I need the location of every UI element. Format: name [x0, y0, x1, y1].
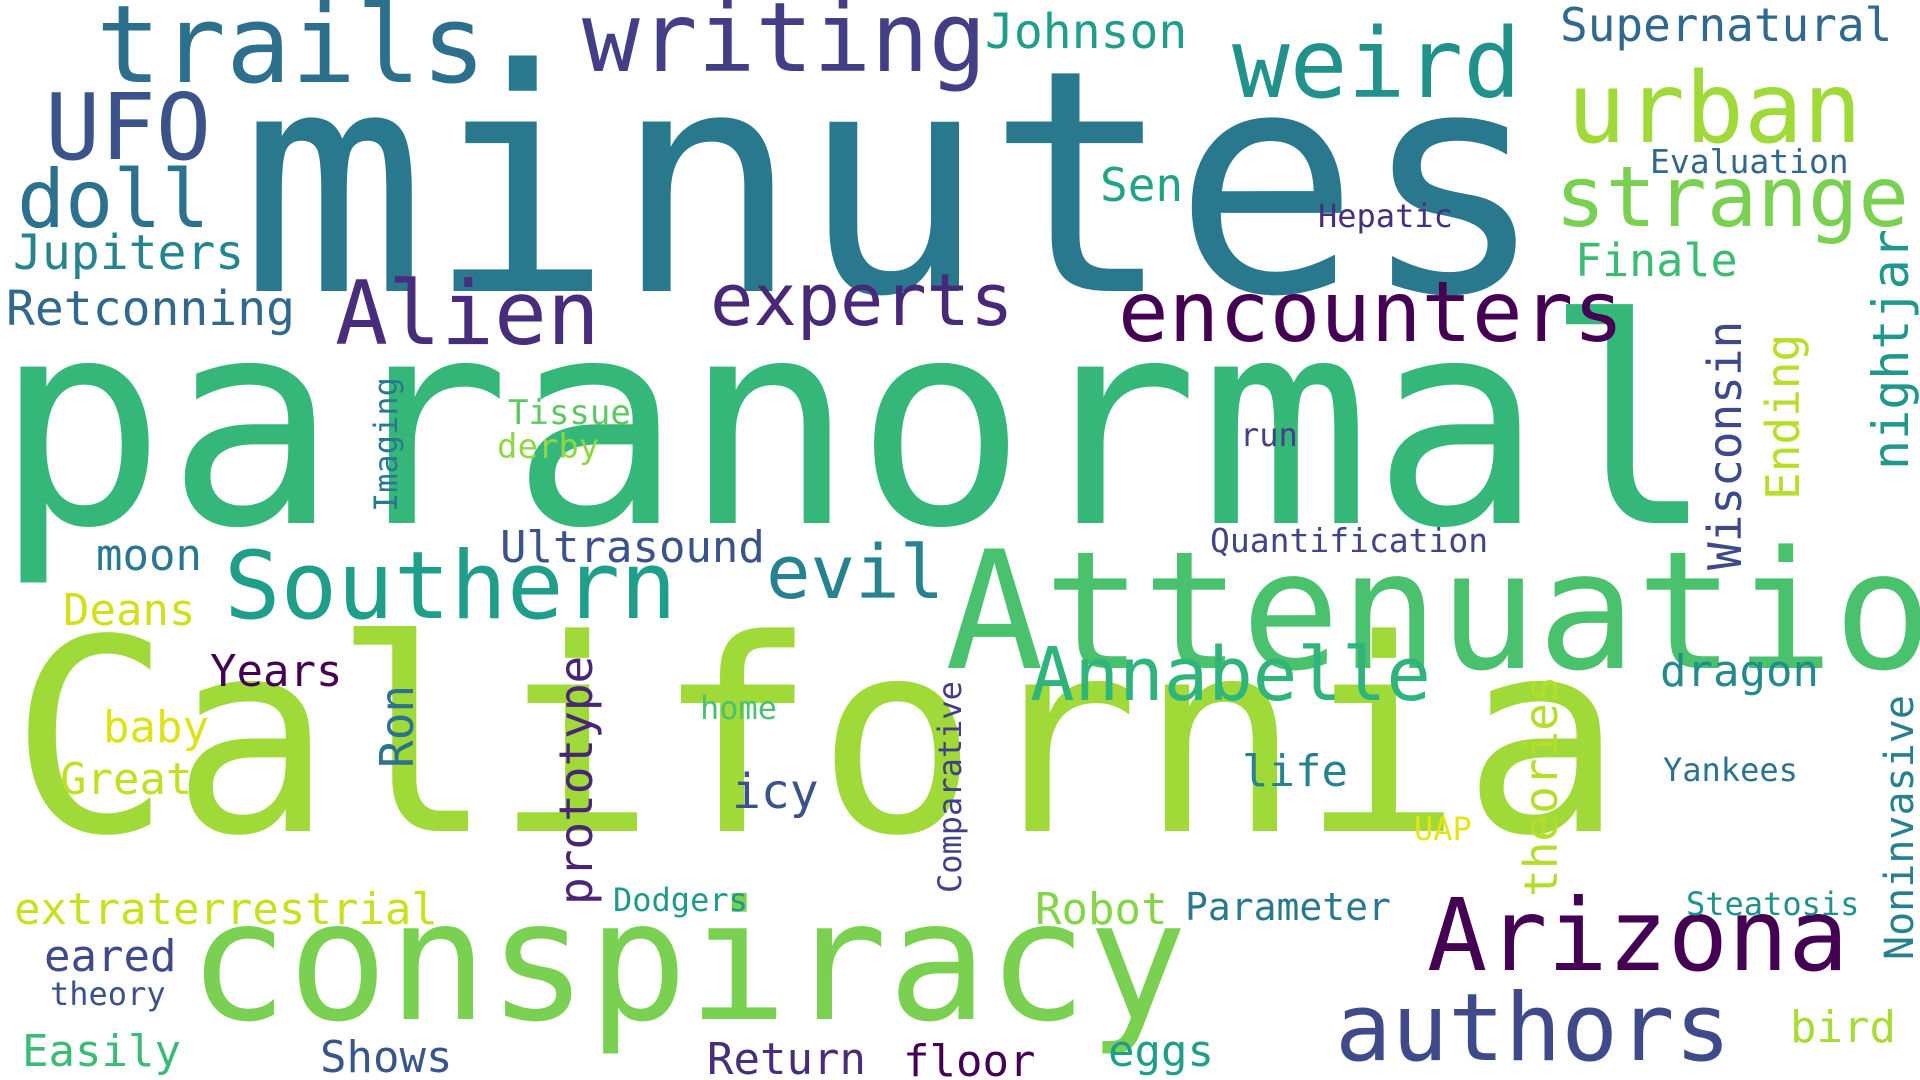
word-minutes: minutes — [240, 4, 1547, 365]
word-strange: strange — [1555, 148, 1910, 246]
word-authors: authors — [1335, 974, 1732, 1080]
word-doll: doll — [17, 153, 210, 246]
word-moon: moon — [96, 530, 202, 581]
word-bird: bird — [1790, 1002, 1896, 1053]
word-theories: theories — [1514, 675, 1568, 897]
word-tissue: Tissue — [508, 393, 631, 433]
word-evil: evil — [766, 530, 945, 616]
word-deans: Deans — [63, 585, 196, 636]
word-steatosis: Steatosis — [1686, 885, 1860, 923]
word-california: California — [10, 583, 1624, 895]
word-return: Return — [707, 1034, 866, 1080]
word-supernatural: Supernatural — [1560, 0, 1893, 52]
word-years: Years — [210, 646, 343, 697]
word-retconning: Retconning — [6, 281, 295, 337]
word-sen: Sen — [1100, 158, 1184, 212]
word-weird: weird — [1232, 8, 1521, 120]
word-easily: Easily — [22, 1026, 181, 1077]
word-annabelle: Annabelle — [1030, 632, 1431, 718]
word-experts: experts — [710, 258, 1014, 342]
word-icy: icy — [732, 764, 819, 820]
word-attenuation: Attenuation — [945, 516, 1920, 707]
word-floor: floor — [903, 1036, 1036, 1080]
word-southern: Southern — [224, 532, 677, 641]
word-ufo: UFO — [45, 74, 212, 181]
word-baby: baby — [103, 702, 209, 753]
word-ron: Ron — [370, 684, 424, 768]
word-alien: Alien — [335, 262, 600, 365]
word-eggs: eggs — [1108, 1026, 1214, 1077]
word-encounters: encounters — [1118, 263, 1624, 361]
word-writing: writing — [582, 0, 987, 94]
word-shows: Shows — [320, 1032, 453, 1080]
word-dodgers: Dodgers — [613, 881, 748, 919]
word-yankees: Yankees — [1663, 751, 1798, 789]
word-great: Great — [60, 754, 193, 805]
word-nightjar: nightjar — [1862, 229, 1920, 470]
word-uap: UAP — [1414, 810, 1472, 848]
word-arizona: Arizona — [1427, 877, 1849, 994]
word-hepatic: Hepatic — [1318, 197, 1453, 235]
word-finale: Finale — [1575, 234, 1738, 287]
word-derby: derby — [497, 427, 600, 467]
word-johnson: Johnson — [985, 4, 1188, 60]
word-parameter: Parameter — [1185, 885, 1391, 929]
word-quantification: Quantification — [1210, 521, 1489, 560]
word-run: run — [1240, 416, 1298, 454]
word-urban: urban — [1567, 52, 1863, 166]
word-evaluation: Evaluation — [1650, 142, 1849, 181]
word-comparative: Comparative — [931, 681, 969, 893]
word-eared: eared — [44, 931, 177, 982]
word-wisconsin: Wisconsin — [1698, 320, 1752, 570]
word-theory: theory — [50, 975, 166, 1013]
word-conspiracy: conspiracy — [188, 866, 1188, 1059]
word-extraterrestrial: extraterrestrial — [14, 884, 438, 935]
word-life: life — [1242, 746, 1348, 797]
word-paranormal: paranormal — [0, 259, 1716, 591]
word-home: home — [700, 689, 778, 727]
word-trails: trails — [96, 0, 487, 108]
word-noninvasive: Noninvasive — [1877, 695, 1920, 960]
word-prototype: prototype — [549, 655, 603, 905]
word-jupiters: Jupiters — [13, 225, 245, 281]
word-ultrasound: Ultrasound — [500, 522, 765, 573]
word-imaging: Imaging — [367, 377, 405, 512]
word-ending: Ending — [1756, 333, 1810, 500]
word-dragon: dragon — [1660, 646, 1819, 697]
word-robot: Robot — [1035, 884, 1168, 935]
